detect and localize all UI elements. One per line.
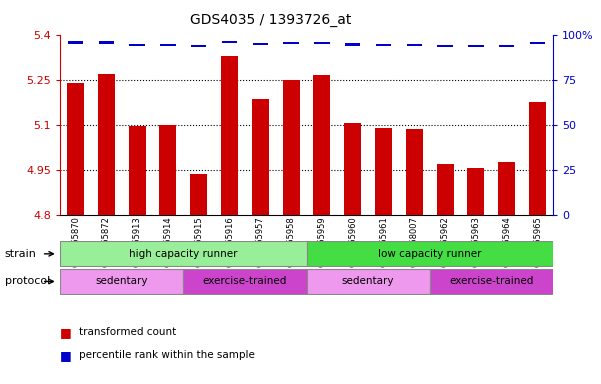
Bar <box>191 174 207 215</box>
Text: ■: ■ <box>60 326 72 339</box>
Bar <box>468 169 484 215</box>
Bar <box>222 41 237 43</box>
Text: sedentary: sedentary <box>342 276 394 286</box>
Text: high capacity runner: high capacity runner <box>129 249 237 259</box>
Bar <box>191 45 206 48</box>
Bar <box>314 75 331 215</box>
Bar <box>430 269 553 294</box>
Bar <box>160 44 175 46</box>
Bar <box>68 41 83 44</box>
Bar <box>129 44 145 46</box>
Bar <box>406 129 423 215</box>
Bar <box>159 125 176 215</box>
Bar <box>438 45 453 47</box>
Bar <box>345 43 361 46</box>
Text: low capacity runner: low capacity runner <box>378 249 481 259</box>
Bar <box>314 42 329 45</box>
Text: protocol: protocol <box>5 276 50 286</box>
Bar <box>284 42 299 45</box>
Bar <box>499 45 514 47</box>
Bar <box>98 74 115 215</box>
Text: exercise-trained: exercise-trained <box>203 276 287 286</box>
Text: transformed count: transformed count <box>79 327 177 337</box>
Text: exercise-trained: exercise-trained <box>449 276 534 286</box>
Bar <box>99 41 114 44</box>
Bar <box>282 80 299 215</box>
Bar <box>437 164 454 215</box>
Bar <box>60 241 307 266</box>
Bar <box>376 44 391 46</box>
Bar <box>375 128 392 215</box>
Text: strain: strain <box>5 249 37 259</box>
Bar <box>60 269 183 294</box>
Bar <box>344 123 361 215</box>
Bar <box>129 126 145 215</box>
Bar <box>498 162 515 215</box>
Bar <box>252 99 269 215</box>
Bar <box>183 269 307 294</box>
Bar <box>530 42 545 45</box>
Bar <box>221 56 238 215</box>
Text: GDS4035 / 1393726_at: GDS4035 / 1393726_at <box>190 13 351 27</box>
Text: percentile rank within the sample: percentile rank within the sample <box>79 350 255 360</box>
Text: ■: ■ <box>60 349 72 362</box>
Text: sedentary: sedentary <box>96 276 148 286</box>
Bar <box>407 44 422 46</box>
Bar <box>307 241 553 266</box>
Bar <box>67 83 84 215</box>
Bar <box>307 269 430 294</box>
Bar <box>468 45 484 47</box>
Bar <box>252 43 268 45</box>
Bar <box>529 102 546 215</box>
